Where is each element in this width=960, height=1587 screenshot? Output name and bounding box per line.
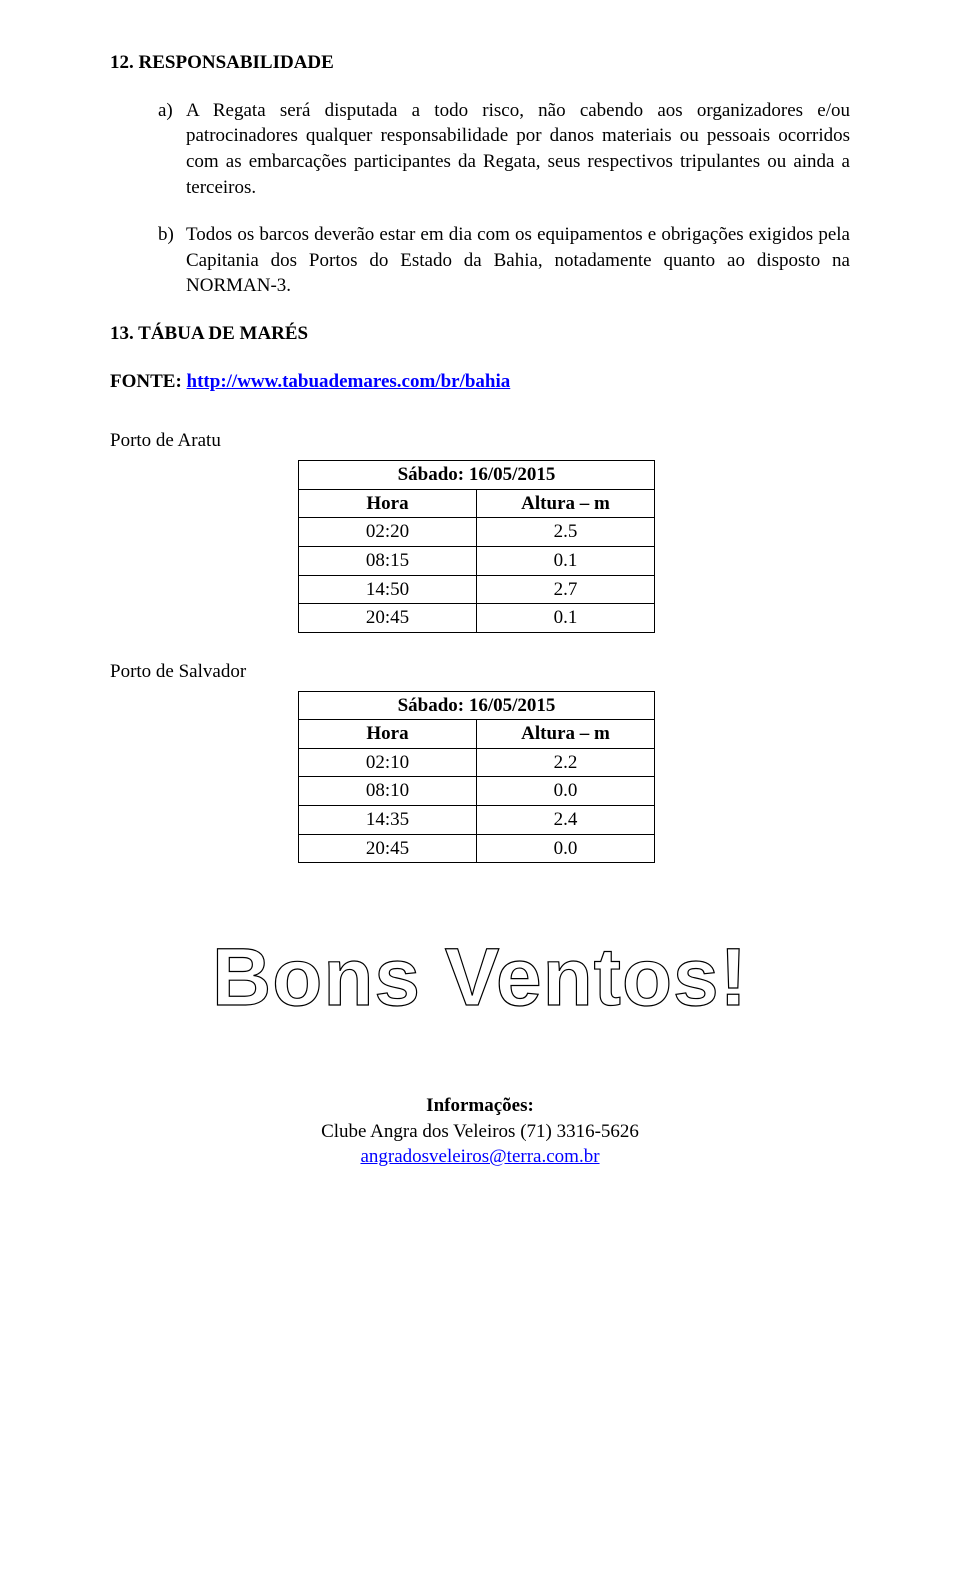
cell-hora: 14:50	[299, 575, 477, 604]
port-label-salvador: Porto de Salvador	[110, 659, 850, 685]
table-row: 14:352.4	[299, 806, 655, 835]
section-13-title: 13. TÁBUA DE MARÉS	[110, 321, 850, 347]
table-row: 02:102.2	[299, 748, 655, 777]
cell-alt: 2.4	[477, 806, 655, 835]
col-header-hora: Hora	[299, 489, 477, 518]
table-row: 08:150.1	[299, 546, 655, 575]
info-line-club: Clube Angra dos Veleiros (71) 3316-5626	[110, 1119, 850, 1145]
cell-alt: 0.0	[477, 777, 655, 806]
tide-table-aratu: Sábado: 16/05/2015 Hora Altura – m 02:20…	[298, 460, 655, 633]
cell-hora: 08:15	[299, 546, 477, 575]
bons-ventos-decor: Bons Ventos!	[110, 927, 850, 1035]
fonte-label: FONTE:	[110, 371, 187, 392]
bons-ventos-text: Bons Ventos!	[212, 932, 748, 1023]
info-email-link[interactable]: angradosveleiros@terra.com.br	[360, 1146, 599, 1167]
fonte-line: FONTE: http://www.tabuademares.com/br/ba…	[110, 369, 850, 395]
table-date-aratu: Sábado: 16/05/2015	[299, 461, 655, 490]
list-text-b: Todos os barcos deverão estar em dia com…	[186, 222, 850, 299]
section-12-title: 12. RESPONSABILIDADE	[110, 50, 850, 76]
cell-hora: 20:45	[299, 834, 477, 863]
table-row: 08:100.0	[299, 777, 655, 806]
col-header-altura: Altura – m	[477, 720, 655, 749]
table-row: 14:502.7	[299, 575, 655, 604]
info-block: Informações: Clube Angra dos Veleiros (7…	[110, 1093, 850, 1170]
cell-hora: 02:10	[299, 748, 477, 777]
cell-alt: 0.1	[477, 546, 655, 575]
port-label-aratu: Porto de Aratu	[110, 428, 850, 454]
table-row: 20:450.0	[299, 834, 655, 863]
cell-hora: 14:35	[299, 806, 477, 835]
cell-hora: 20:45	[299, 604, 477, 633]
table-row: 20:450.1	[299, 604, 655, 633]
col-header-altura: Altura – m	[477, 489, 655, 518]
list-text-a: A Regata será disputada a todo risco, nã…	[186, 98, 850, 201]
fonte-link[interactable]: http://www.tabuademares.com/br/bahia	[187, 371, 511, 392]
col-header-hora: Hora	[299, 720, 477, 749]
table-date-salvador: Sábado: 16/05/2015	[299, 691, 655, 720]
info-title: Informações:	[110, 1093, 850, 1119]
cell-alt: 0.0	[477, 834, 655, 863]
cell-hora: 08:10	[299, 777, 477, 806]
cell-alt: 2.7	[477, 575, 655, 604]
cell-alt: 2.5	[477, 518, 655, 547]
bons-ventos-svg: Bons Ventos!	[160, 927, 800, 1027]
cell-hora: 02:20	[299, 518, 477, 547]
list-marker-b: b)	[158, 222, 186, 299]
table-row: 02:202.5	[299, 518, 655, 547]
list-item: b) Todos os barcos deverão estar em dia …	[158, 222, 850, 299]
tide-table-salvador: Sábado: 16/05/2015 Hora Altura – m 02:10…	[298, 691, 655, 864]
list-marker-a: a)	[158, 98, 186, 201]
cell-alt: 2.2	[477, 748, 655, 777]
list-item: a) A Regata será disputada a todo risco,…	[158, 98, 850, 201]
cell-alt: 0.1	[477, 604, 655, 633]
